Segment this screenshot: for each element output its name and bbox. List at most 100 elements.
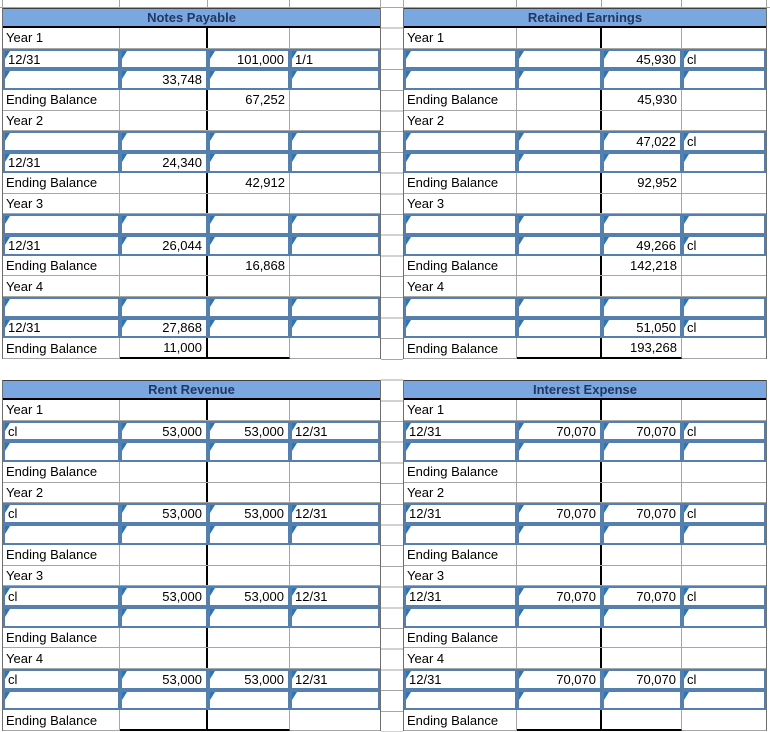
- date-label-input-cell[interactable]: [404, 131, 517, 153]
- date-label-input-cell[interactable]: [682, 441, 766, 463]
- amount-input-cell[interactable]: [208, 234, 290, 256]
- amount-input-cell[interactable]: [120, 689, 208, 711]
- amount-input-cell[interactable]: 53,000: [120, 503, 208, 525]
- date-label-input-cell[interactable]: [404, 689, 517, 711]
- date-label-input-cell[interactable]: 12/31: [3, 152, 120, 173]
- amount-input-cell[interactable]: [602, 69, 682, 91]
- amount-input-cell[interactable]: [517, 689, 602, 711]
- date-label-input-cell[interactable]: [404, 296, 517, 318]
- amount-input-cell[interactable]: 27,868: [120, 317, 208, 339]
- date-label-input-cell[interactable]: cl: [682, 668, 766, 690]
- amount-input-cell[interactable]: [208, 69, 290, 91]
- amount-input-cell[interactable]: [602, 214, 682, 235]
- amount-input-cell[interactable]: [208, 131, 290, 153]
- date-label-input-cell[interactable]: cl: [3, 668, 120, 690]
- amount-input-cell[interactable]: [602, 296, 682, 318]
- date-label-input-cell[interactable]: [682, 214, 766, 235]
- date-label-input-cell[interactable]: [682, 152, 766, 173]
- date-label-input-cell[interactable]: [404, 214, 517, 235]
- date-label-input-cell[interactable]: [290, 131, 380, 153]
- date-label-input-cell[interactable]: 12/31: [290, 668, 380, 690]
- amount-input-cell[interactable]: 70,070: [602, 420, 682, 442]
- amount-input-cell[interactable]: [602, 441, 682, 463]
- amount-input-cell[interactable]: 70,070: [517, 668, 602, 690]
- amount-input-cell[interactable]: 47,022: [602, 131, 682, 153]
- date-label-input-cell[interactable]: [3, 214, 120, 235]
- amount-input-cell[interactable]: [208, 214, 290, 235]
- date-label-input-cell[interactable]: cl: [682, 48, 766, 70]
- date-label-input-cell[interactable]: 12/31: [290, 420, 380, 442]
- date-label-input-cell[interactable]: cl: [682, 234, 766, 256]
- amount-input-cell[interactable]: [517, 317, 602, 339]
- amount-input-cell[interactable]: [120, 48, 208, 70]
- date-label-input-cell[interactable]: [290, 69, 380, 91]
- date-label-input-cell[interactable]: [404, 69, 517, 91]
- amount-input-cell[interactable]: [517, 441, 602, 463]
- date-label-input-cell[interactable]: 12/31: [404, 668, 517, 690]
- amount-input-cell[interactable]: 53,000: [208, 503, 290, 525]
- date-label-input-cell[interactable]: cl: [682, 317, 766, 339]
- amount-input-cell[interactable]: [517, 152, 602, 173]
- date-label-input-cell[interactable]: [290, 689, 380, 711]
- amount-input-cell[interactable]: 45,930: [602, 48, 682, 70]
- date-label-input-cell[interactable]: [290, 317, 380, 339]
- amount-input-cell[interactable]: [602, 606, 682, 628]
- date-label-input-cell[interactable]: [682, 296, 766, 318]
- date-label-input-cell[interactable]: 1/1: [290, 48, 380, 70]
- amount-input-cell[interactable]: [517, 234, 602, 256]
- amount-input-cell[interactable]: 70,070: [602, 503, 682, 525]
- date-label-input-cell[interactable]: [290, 214, 380, 235]
- amount-input-cell[interactable]: 53,000: [120, 668, 208, 690]
- amount-input-cell[interactable]: 53,000: [208, 420, 290, 442]
- date-label-input-cell[interactable]: [290, 606, 380, 628]
- date-label-input-cell[interactable]: [404, 234, 517, 256]
- date-label-input-cell[interactable]: [3, 606, 120, 628]
- date-label-input-cell[interactable]: [3, 441, 120, 463]
- date-label-input-cell[interactable]: [404, 48, 517, 70]
- date-label-input-cell[interactable]: 12/31: [290, 503, 380, 525]
- amount-input-cell[interactable]: [602, 689, 682, 711]
- amount-input-cell[interactable]: [120, 214, 208, 235]
- amount-input-cell[interactable]: [517, 131, 602, 153]
- amount-input-cell[interactable]: [208, 606, 290, 628]
- amount-input-cell[interactable]: 70,070: [517, 503, 602, 525]
- date-label-input-cell[interactable]: 12/31: [404, 420, 517, 442]
- amount-input-cell[interactable]: [120, 524, 208, 545]
- date-label-input-cell[interactable]: cl: [3, 420, 120, 442]
- date-label-input-cell[interactable]: cl: [3, 503, 120, 525]
- date-label-input-cell[interactable]: 12/31: [3, 317, 120, 339]
- date-label-input-cell[interactable]: [682, 524, 766, 545]
- date-label-input-cell[interactable]: cl: [682, 586, 766, 607]
- date-label-input-cell[interactable]: [404, 441, 517, 463]
- date-label-input-cell[interactable]: 12/31: [3, 234, 120, 256]
- amount-input-cell[interactable]: 101,000: [208, 48, 290, 70]
- amount-input-cell[interactable]: 26,044: [120, 234, 208, 256]
- date-label-input-cell[interactable]: [404, 317, 517, 339]
- amount-input-cell[interactable]: 53,000: [208, 586, 290, 607]
- date-label-input-cell[interactable]: [3, 689, 120, 711]
- amount-input-cell[interactable]: [120, 296, 208, 318]
- amount-input-cell[interactable]: [602, 152, 682, 173]
- amount-input-cell[interactable]: [517, 48, 602, 70]
- date-label-input-cell[interactable]: [290, 152, 380, 173]
- date-label-input-cell[interactable]: 12/31: [3, 48, 120, 70]
- date-label-input-cell[interactable]: [290, 441, 380, 463]
- amount-input-cell[interactable]: 51,050: [602, 317, 682, 339]
- date-label-input-cell[interactable]: [3, 296, 120, 318]
- date-label-input-cell[interactable]: [3, 131, 120, 153]
- amount-input-cell[interactable]: [517, 214, 602, 235]
- amount-input-cell[interactable]: [517, 606, 602, 628]
- date-label-input-cell[interactable]: [682, 606, 766, 628]
- date-label-input-cell[interactable]: cl: [3, 586, 120, 607]
- amount-input-cell[interactable]: [602, 524, 682, 545]
- date-label-input-cell[interactable]: [3, 69, 120, 91]
- amount-input-cell[interactable]: 24,340: [120, 152, 208, 173]
- date-label-input-cell[interactable]: [3, 524, 120, 545]
- amount-input-cell[interactable]: [208, 152, 290, 173]
- amount-input-cell[interactable]: [120, 606, 208, 628]
- amount-input-cell[interactable]: [208, 296, 290, 318]
- amount-input-cell[interactable]: [120, 131, 208, 153]
- date-label-input-cell[interactable]: [682, 689, 766, 711]
- amount-input-cell[interactable]: [517, 296, 602, 318]
- amount-input-cell[interactable]: 53,000: [120, 586, 208, 607]
